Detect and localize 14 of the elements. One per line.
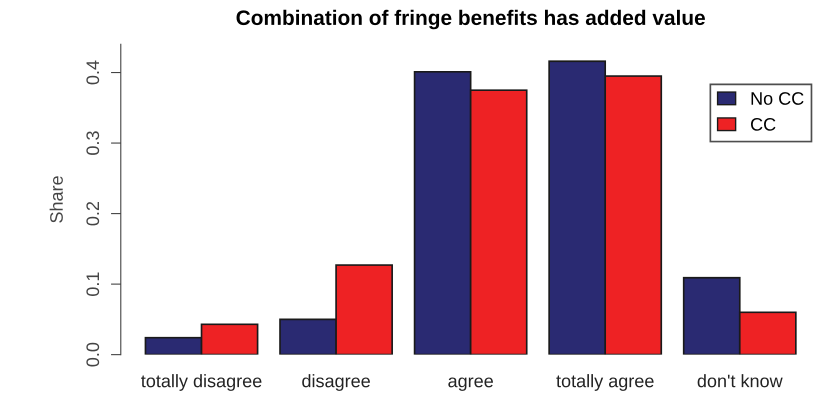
y-tick-label: 0.3 — [86, 131, 100, 155]
legend-label: CC — [750, 118, 776, 131]
x-tick-label: totally agree — [556, 374, 654, 391]
y-tick-label: 0.4 — [86, 60, 100, 84]
x-tick-label: totally disagree — [141, 374, 262, 391]
x-tick-label: agree — [448, 377, 493, 391]
y-tick-label: 0.2 — [86, 202, 100, 226]
y-axis-title: Share — [50, 176, 63, 223]
x-tick-label: disagree — [302, 374, 370, 391]
legend-label: No CC — [752, 92, 804, 105]
y-tick-label: 0.1 — [86, 272, 100, 296]
y-tick-label: 0.0 — [86, 342, 100, 366]
x-tick-label: don't know — [698, 374, 783, 388]
chart-title: Combination of fringe benefits has added value — [236, 10, 705, 30]
